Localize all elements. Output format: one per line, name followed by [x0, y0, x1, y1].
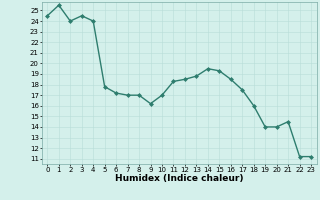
X-axis label: Humidex (Indice chaleur): Humidex (Indice chaleur) [115, 174, 244, 183]
